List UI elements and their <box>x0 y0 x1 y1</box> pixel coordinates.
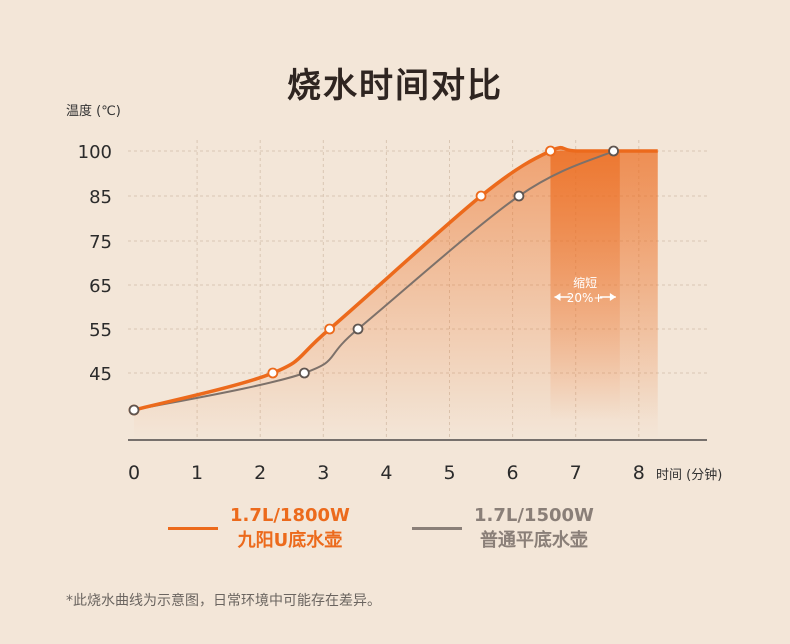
point-series-1-1 <box>267 367 279 379</box>
legend-swatch-series-1 <box>168 526 218 530</box>
series-markers <box>128 145 619 416</box>
y-tick-65: 65 <box>89 276 112 297</box>
series-line-1 <box>133 145 658 412</box>
x-tick-5: 5 <box>443 462 455 484</box>
x-tick-1: 1 <box>191 462 203 484</box>
arrow-left-head <box>554 293 561 301</box>
legend-label-series-1: 1.7L/1800W 九阳U底水壶 <box>230 503 350 553</box>
x-tick-6: 6 <box>507 462 519 484</box>
legend-item-series-2: 1.7L/1500W 普通平底水壶 <box>412 503 594 553</box>
x-tick-7: 7 <box>570 462 582 484</box>
x-tick-0: 0 <box>128 462 140 484</box>
y-tick-100: 100 <box>78 142 112 163</box>
legend-series-1-name: 九阳U底水壶 <box>237 530 343 551</box>
annotation-line1: 缩短 <box>573 276 598 290</box>
annotation-line2: 20%+ <box>566 291 604 305</box>
x-tick-4: 4 <box>380 462 392 484</box>
chart-title: 烧水时间对比 <box>287 66 503 106</box>
point-series-2-2 <box>352 323 364 335</box>
point-series-1-3 <box>475 190 487 202</box>
point-series-2-1 <box>298 367 310 379</box>
point-series-2-3 <box>513 190 525 202</box>
x-tick-2: 2 <box>254 462 266 484</box>
point-series-2-4 <box>608 145 619 157</box>
y-tick-45: 45 <box>89 364 112 385</box>
legend-label-series-2: 1.7L/1500W 普通平底水壶 <box>474 503 594 553</box>
y-axis-label: 温度 (℃) <box>66 104 121 119</box>
legend-swatch-series-2 <box>412 526 462 530</box>
x-axis-label: 时间 (分钟) <box>656 468 723 483</box>
area-fill-series-1 <box>134 147 658 440</box>
point-series-2-0 <box>128 404 140 416</box>
arrow-right-head <box>609 293 616 301</box>
tail-band <box>619 151 658 420</box>
highlight-band <box>550 151 620 420</box>
y-tick-55: 55 <box>89 320 112 341</box>
legend-series-1-spec: 1.7L/1800W <box>230 505 350 526</box>
x-tick-8: 8 <box>633 462 645 484</box>
y-tick-85: 85 <box>89 187 112 208</box>
legend-series-2-name: 普通平底水壶 <box>479 530 588 551</box>
point-series-1-4 <box>545 145 556 157</box>
legend-item-series-1: 1.7L/1800W 九阳U底水壶 <box>168 503 350 553</box>
area-fills <box>134 147 658 440</box>
legend-series-2-spec: 1.7L/1500W <box>474 505 594 526</box>
x-tick-3: 3 <box>317 462 329 484</box>
point-series-1-2 <box>324 323 336 335</box>
highlight-annotation: 缩短 20%+ <box>540 276 630 306</box>
footnote: *此烧水曲线为示意图，日常环境中可能存在差异。 <box>66 593 381 609</box>
y-tick-75: 75 <box>89 232 112 253</box>
highlight-arrows <box>554 293 616 301</box>
